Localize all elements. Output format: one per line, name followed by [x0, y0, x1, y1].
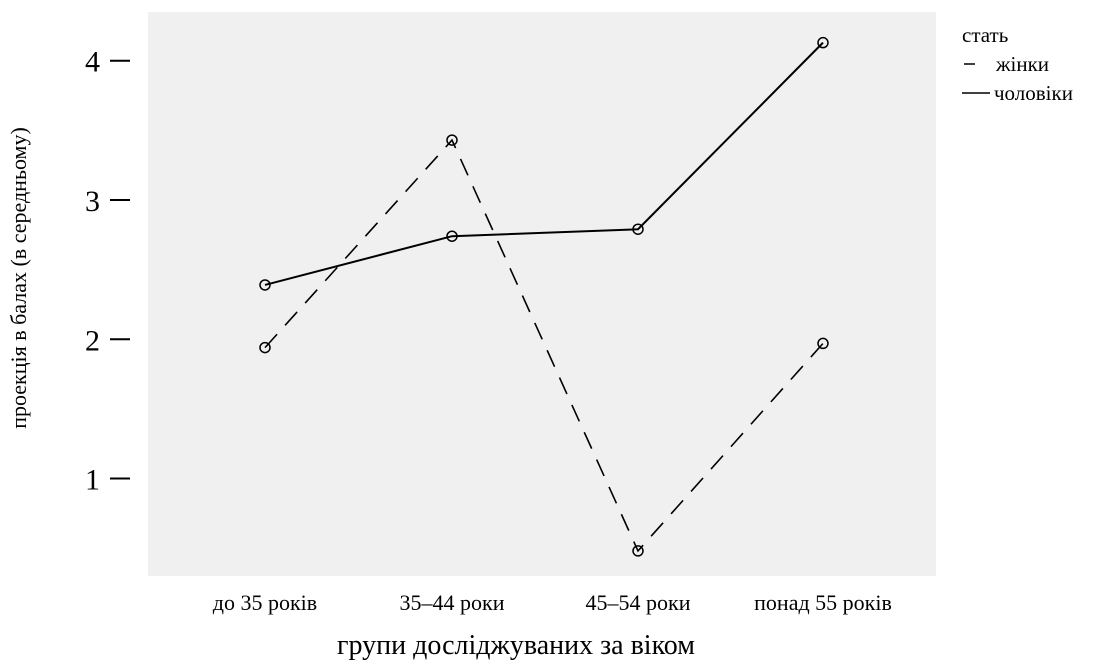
data-point-women — [632, 545, 644, 557]
y-tick-label: 2 — [85, 324, 100, 357]
legend-label-women: жінки — [995, 52, 1049, 76]
data-point-women — [259, 341, 271, 354]
data-point-men — [632, 223, 644, 235]
data-point-men — [446, 230, 458, 242]
legend-label-men: чоловіки — [994, 81, 1073, 105]
x-axis-title: групи досліджуваних за віком — [337, 630, 695, 661]
y-tick-label: 1 — [85, 464, 100, 497]
plot-background — [148, 12, 936, 576]
x-axis-labels: до 35 років 35–44 роки 45–54 роки понад 55 … — [213, 590, 892, 615]
x-tick-label: понад 55 років — [754, 590, 892, 615]
y-axis-title: проекція в балах (в середньому) — [6, 127, 31, 429]
data-point-men — [817, 36, 829, 49]
data-point-women — [446, 134, 458, 146]
x-tick-label: до 35 років — [213, 590, 317, 615]
series-line-men — [264, 41, 824, 286]
y-axis-ticks: 1 2 3 4 — [85, 46, 130, 497]
y-tick-label: 3 — [85, 185, 100, 218]
series-layer — [259, 36, 829, 557]
data-point-women — [817, 337, 829, 350]
x-tick-label: 35–44 роки — [400, 590, 505, 615]
legend-title: стать — [962, 23, 1008, 47]
y-tick-label: 4 — [85, 46, 100, 79]
data-point-men — [259, 279, 271, 291]
legend: стать жінки чоловіки — [962, 23, 1073, 105]
x-tick-label: 45–54 роки — [586, 590, 691, 615]
